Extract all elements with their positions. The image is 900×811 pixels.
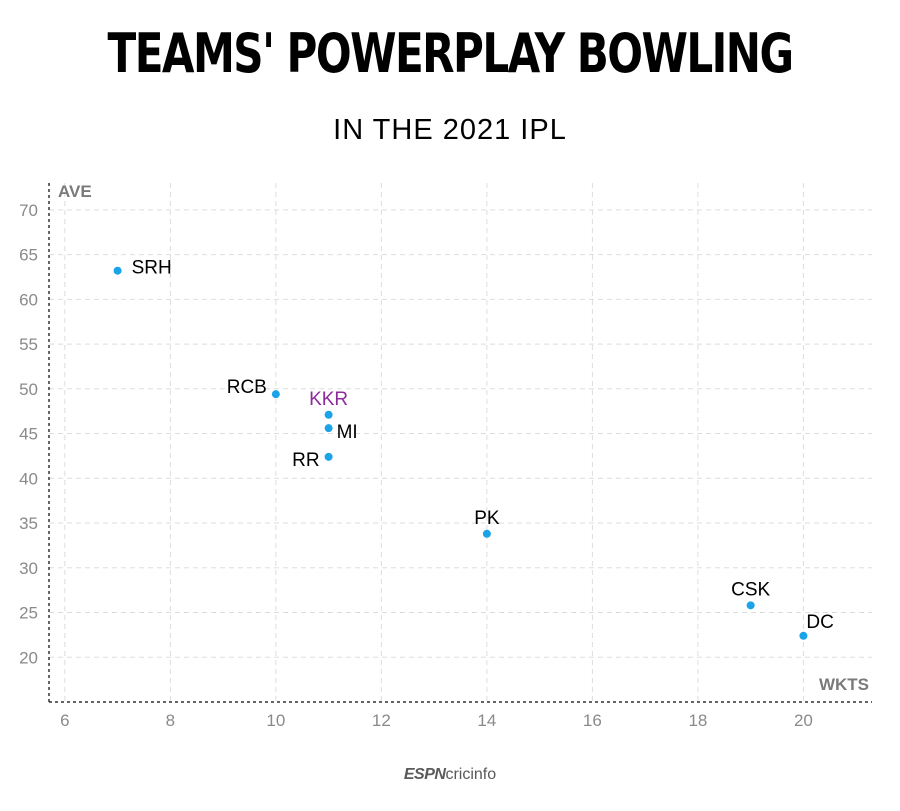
point-label-srh: SRH: [132, 258, 172, 279]
point-label-rr: RR: [292, 450, 319, 471]
y-tick-label: 45: [19, 425, 38, 444]
x-tick-label: 6: [60, 711, 69, 730]
x-tick-label: 20: [794, 711, 813, 730]
x-tick-label: 16: [583, 711, 602, 730]
y-tick-label: 40: [19, 469, 38, 488]
data-point-mi: [324, 424, 333, 433]
y-tick-label: 65: [19, 246, 38, 265]
espncricinfo-logo: ESPNcricinfo: [0, 766, 900, 784]
y-axis-label: AVE: [58, 182, 92, 201]
y-tick-label: 25: [19, 604, 38, 623]
brand-cricinfo: cricinfo: [445, 766, 497, 783]
y-tick-label: 20: [19, 648, 38, 667]
y-tick-label: 55: [19, 335, 38, 354]
data-point-dc: [799, 631, 808, 640]
point-label-kkr: KKR: [309, 389, 348, 410]
x-axis-ticks: 6 8 10 12 14 16 18 20: [60, 711, 813, 730]
x-tick-label: 12: [372, 711, 391, 730]
point-label-dc: DC: [806, 612, 833, 633]
y-axis-ticks: 20 25 30 35 40 45 50 55 60 65 70: [19, 201, 38, 667]
data-point-rcb: [271, 390, 280, 399]
x-tick-label: 14: [477, 711, 496, 730]
data-points: SRH RCB KKR MI RR PK CSK DC: [113, 258, 834, 640]
x-tick-label: 10: [266, 711, 285, 730]
y-tick-label: 60: [19, 290, 38, 309]
y-tick-label: 50: [19, 380, 38, 399]
chart-subtitle: IN THE 2021 IPL: [333, 114, 567, 146]
y-tick-label: 35: [19, 514, 38, 533]
brand-espn: ESPN: [403, 766, 446, 783]
y-tick-label: 30: [19, 559, 38, 578]
data-point-csk: [746, 601, 755, 610]
data-point-pk: [482, 529, 491, 538]
point-label-csk: CSK: [731, 579, 770, 600]
axes: [48, 183, 872, 703]
x-axis-label: WKTS: [819, 675, 869, 694]
y-tick-label: 70: [19, 201, 38, 220]
x-tick-label: 8: [166, 711, 175, 730]
chart-title: TEAMS' POWERPLAY BOWLING: [107, 22, 795, 85]
point-label-mi: MI: [337, 422, 358, 443]
point-label-rcb: RCB: [227, 377, 267, 398]
data-point-rr: [324, 452, 333, 461]
data-point-srh: [113, 266, 122, 275]
point-label-pk: PK: [474, 508, 500, 529]
data-point-kkr: [324, 410, 333, 419]
grid-lines: [49, 183, 872, 702]
x-tick-label: 18: [688, 711, 707, 730]
